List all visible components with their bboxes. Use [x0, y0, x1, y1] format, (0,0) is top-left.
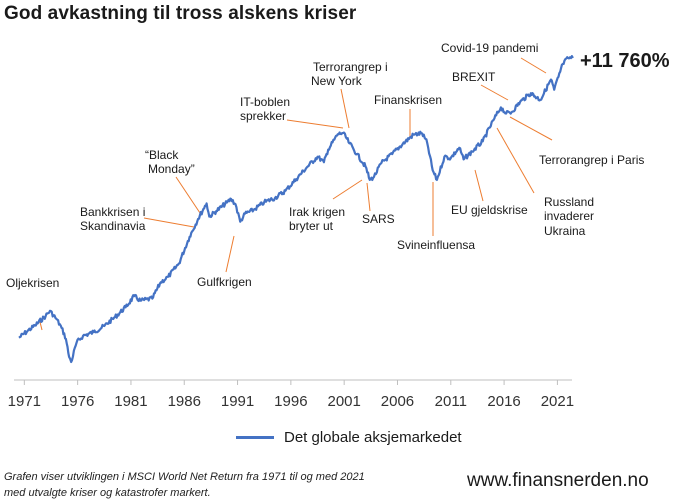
- annotation-label: Skandinavia: [80, 219, 146, 233]
- annotation-label: bryter ut: [289, 219, 334, 233]
- site-url: www.finansnerden.no: [467, 470, 649, 491]
- annotation-label: Terrorangrep i Paris: [539, 153, 644, 167]
- annotation-label: Terrorangrep i: [313, 60, 388, 74]
- annotation-leader-line: [286, 119, 344, 129]
- annotation-label: Covid-19 pandemi: [441, 41, 538, 55]
- total-return-label: +11 760%: [580, 50, 670, 72]
- annotation-leader-line: [340, 88, 350, 129]
- x-tick-label: 2006: [381, 393, 414, 410]
- annotation-leader-line: [332, 179, 363, 200]
- x-tick-label: 2011: [435, 393, 467, 410]
- x-axis: 1971 1976 1981 1986 1991 1996 2001 2006 2011 2016…: [8, 379, 574, 410]
- annotation-label: “Black: [145, 148, 179, 162]
- annotation-label: invaderer: [544, 209, 594, 223]
- annotation-callouts: [39, 57, 553, 331]
- annotation-label: SARS: [362, 212, 395, 226]
- annotation-label: sprekker: [240, 109, 286, 123]
- x-tick-label: 1991: [221, 393, 254, 410]
- x-tick-label: 1986: [168, 393, 201, 410]
- footnote: Grafen viser utviklingen i MSCI World Ne…: [4, 469, 365, 501]
- annotation-leader-line: [225, 235, 235, 273]
- footnote-line-1: Grafen viser utviklingen i MSCI World Ne…: [4, 471, 365, 483]
- annotation-label: EU gjeldskrise: [451, 203, 528, 217]
- annotation-leader-line: [480, 84, 509, 101]
- annotation-leader-line: [366, 182, 371, 212]
- annotation-label: Irak krigen: [289, 205, 345, 219]
- annotation-label: Svineinfluensa: [397, 238, 475, 252]
- annotation-leader-line: [175, 176, 201, 214]
- legend-swatch: [236, 436, 274, 439]
- series-layer: [18, 55, 574, 364]
- legend: Det globale aksjemarkedet: [236, 429, 462, 446]
- x-tick-label: 1976: [61, 393, 94, 410]
- annotation-label: New York: [311, 74, 363, 88]
- annotation-leader-line: [496, 127, 535, 194]
- annotation-leader-line: [143, 217, 195, 228]
- annotation-leader-line: [509, 116, 553, 141]
- annotation-label: Finanskrisen: [374, 93, 442, 107]
- chart-title: God avkastning til tross alskens kriser: [4, 3, 357, 24]
- annotation-label: IT-boblen: [240, 95, 290, 109]
- annotation-leader-line: [520, 57, 547, 74]
- legend-label: Det globale aksjemarkedet: [284, 429, 462, 446]
- footnote-line-2: med utvalgte kriser og katastrofer marke…: [4, 487, 211, 499]
- x-tick-label: 1996: [274, 393, 307, 410]
- annotation-label: Monday”: [148, 162, 195, 176]
- annotation-label: Russland: [544, 195, 594, 209]
- annotation-label: BREXIT: [452, 70, 496, 84]
- x-tick-label: 1971: [8, 393, 41, 410]
- x-tick-label: 2021: [541, 393, 574, 410]
- series-line: [18, 55, 574, 364]
- annotation-leader-line: [39, 321, 43, 331]
- x-tick-label: 1981: [114, 393, 147, 410]
- annotation-label: Oljekrisen: [6, 276, 59, 290]
- annotation-label: Gulfkrigen: [197, 275, 252, 289]
- annotation-leader-line: [474, 169, 484, 202]
- annotation-label: Ukraina: [544, 224, 586, 238]
- x-tick-label: 2016: [487, 393, 520, 410]
- annotation-label: Bankkrisen i: [80, 205, 145, 219]
- x-tick-label: 2001: [327, 393, 360, 410]
